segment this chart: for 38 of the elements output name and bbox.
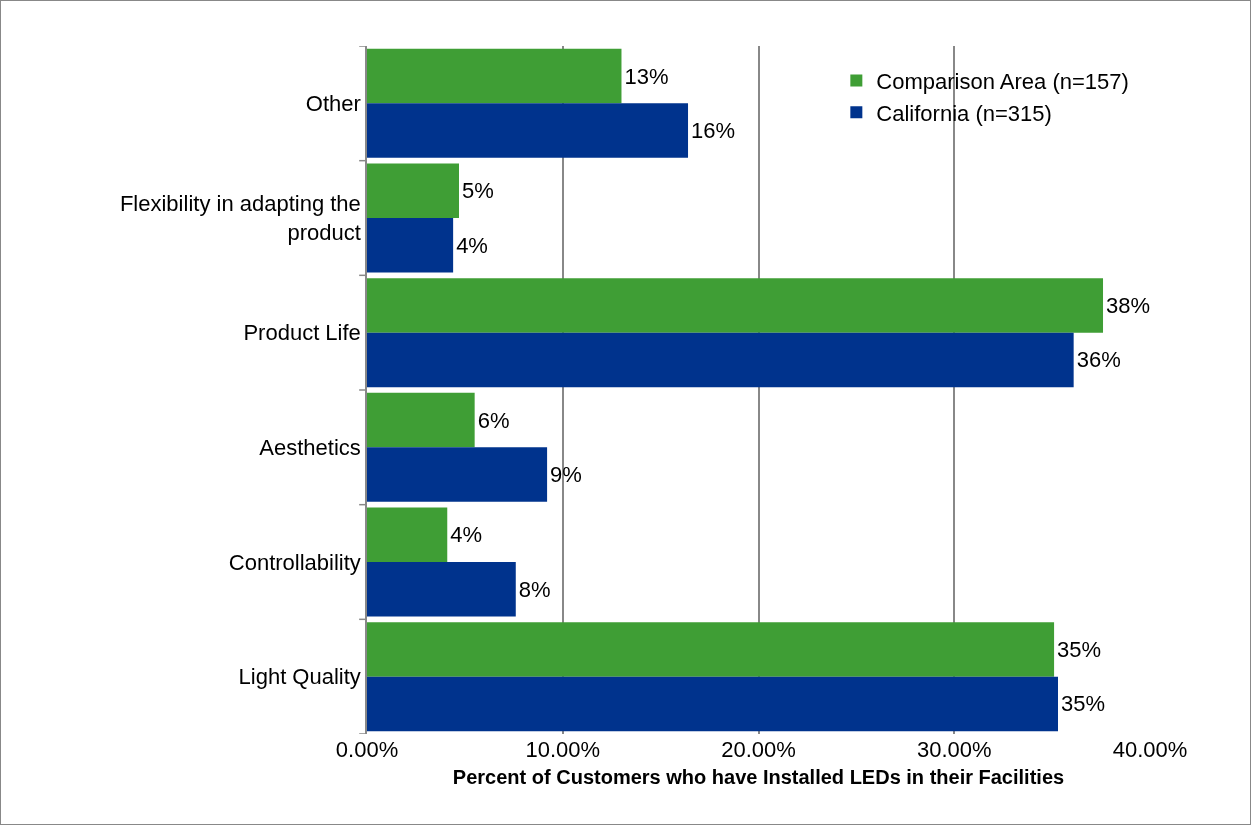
data-label: 6% <box>477 407 510 433</box>
bar <box>367 48 622 104</box>
x-tick-label: 40.00% <box>1112 737 1188 762</box>
data-label: 4% <box>456 232 488 258</box>
x-axis-title: Percent of Customers who have Installed LEDs in their Facilities <box>452 765 1065 788</box>
data-label: 16% <box>691 118 736 144</box>
bar <box>367 103 689 158</box>
bar <box>367 278 1104 333</box>
y-tick-label: Product Life <box>243 320 361 346</box>
y-tick-label: Other <box>305 91 361 117</box>
bar <box>367 676 1058 732</box>
data-label: 36% <box>1076 347 1121 373</box>
data-label: 4% <box>450 522 483 548</box>
legend-label: California (n=315) <box>876 100 1052 126</box>
x-tick-label: 20.00% <box>721 737 796 762</box>
x-tick-label: 10.00% <box>525 737 601 762</box>
y-tick-label: Aesthetics <box>259 435 361 461</box>
x-tick-label: 30.00% <box>916 737 992 762</box>
y-tick-label: Light Quality <box>238 664 361 690</box>
data-label: 35% <box>1057 636 1102 662</box>
data-label: 13% <box>624 63 669 89</box>
x-tick-label: 0.00% <box>335 737 399 762</box>
bar <box>367 447 548 502</box>
bar <box>367 622 1055 677</box>
data-label: 38% <box>1106 292 1151 318</box>
y-tick-label: Flexibility in adapting the product <box>119 191 361 245</box>
y-tick-label: Controllability <box>228 549 361 575</box>
bar <box>367 163 459 218</box>
bar <box>367 392 475 448</box>
bar <box>367 218 454 273</box>
data-label: 8% <box>518 576 551 602</box>
data-label: 5% <box>462 178 494 204</box>
data-label: 9% <box>550 462 582 488</box>
bar <box>367 562 516 617</box>
bar <box>367 332 1074 388</box>
legend-label: Comparison Area (n=157) <box>876 69 1129 95</box>
bar <box>367 507 448 562</box>
data-label: 35% <box>1061 691 1106 717</box>
